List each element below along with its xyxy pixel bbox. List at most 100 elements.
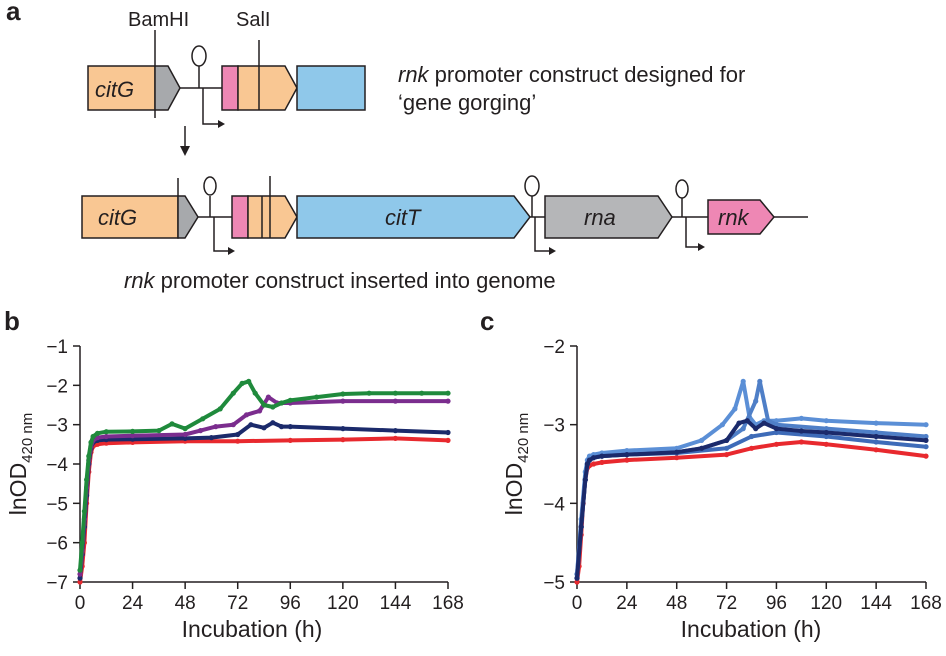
series-b-2 [77,394,451,577]
data-point-b-1 [77,575,83,581]
rnk-gene [707,199,775,235]
data-point-c-0 [748,445,755,451]
y-tick-label-b: −4 [46,455,68,476]
promoter-arrowhead-top [218,120,225,128]
data-point-b-3 [94,430,101,436]
panel-c-chart: c −5 −4 −3 −2 0 24 48 72 96 120 144 168 Incubation (… [480,306,942,642]
y-tick-label-b: −1 [46,337,68,358]
data-point-b-2 [257,408,263,414]
x-axis-label-c: Incubation (h) [681,616,822,642]
data-point-c-1 [740,378,746,384]
x-tick-label-c: 96 [766,593,787,614]
promoter-arrow-icon-bottom-1 [213,217,228,252]
data-point-b-2 [243,412,250,418]
data-point-c-2 [757,378,763,384]
data-point-c-4 [624,452,630,458]
citg-label-top: citG [95,77,134,102]
data-point-c-4 [582,477,588,483]
x-tick-label-b: 144 [380,593,412,614]
data-point-c-4 [923,437,929,443]
data-point-c-1 [923,422,929,428]
data-point-b-3 [103,429,109,435]
data-point-b-2 [445,398,451,404]
x-tick-label-b: 48 [175,593,196,614]
rna-label: rna [584,205,616,230]
panel-letter-c: c [480,306,494,336]
data-point-c-4 [674,449,680,455]
data-point-b-3 [270,404,276,410]
data-point-c-0 [773,441,780,447]
data-point-c-1 [699,437,705,443]
data-point-b-1 [182,435,188,441]
data-point-c-1 [624,448,630,454]
series-line-b-2 [78,395,450,577]
rna-gene [544,195,673,239]
data-point-c-4 [599,453,605,459]
data-point-c-2 [873,429,879,436]
series-line-c-0 [575,440,928,584]
data-point-c-2 [923,433,929,440]
terminator-icon-top [191,45,207,67]
x-tick-label-c: 120 [810,593,842,614]
data-point-b-3 [217,406,223,412]
bottom-construct: citG citT rna [81,175,808,293]
data-point-b-2 [130,433,136,439]
data-point-c-2 [740,426,746,432]
citt-label: citT [385,205,422,230]
data-point-b-3 [81,508,87,514]
data-point-b-2 [182,431,188,438]
data-point-b-1 [208,435,214,441]
data-point-b-3 [278,400,285,406]
data-point-b-0 [103,440,109,446]
y-tick-label-b: −7 [46,573,68,594]
data-point-c-0 [674,455,680,461]
x-tick-label-b: 168 [432,593,464,614]
y-tick-label-b: −6 [46,534,68,555]
data-point-b-3 [340,391,346,397]
data-point-c-4 [753,426,759,432]
x-tick-label-b: 24 [122,593,144,614]
rnk-fragment-bottom [231,195,249,239]
data-point-b-2 [265,394,271,400]
data-point-c-3 [773,429,780,436]
y-tick-label-c: −3 [543,416,565,437]
panel-a: a BamHI SalI citG rnk promoter construct… [6,0,808,293]
data-point-c-0 [624,457,630,463]
data-point-b-1 [278,424,285,430]
data-point-b-2 [340,398,346,404]
sali-label: SalI [236,9,270,31]
data-point-c-1 [719,422,726,428]
data-point-c-1 [798,415,805,421]
data-point-b-0 [287,437,293,443]
promoter-arrow-icon-top [202,88,218,125]
data-point-c-0 [574,579,580,585]
data-point-c-2 [753,398,759,404]
bamhi-label: BamHI [128,9,189,31]
data-point-b-3 [419,390,425,396]
data-point-c-3 [748,433,755,440]
data-point-b-3 [445,390,451,396]
x-tick-label-b: 96 [280,593,301,614]
data-point-c-4 [744,418,750,424]
y-axis-label-c: lnOD420 nm [501,413,532,515]
data-point-c-4 [773,426,780,432]
series-b-0 [77,435,451,585]
citg-gene-bottom [81,195,179,239]
data-point-c-0 [923,453,929,459]
data-point-c-1 [873,420,879,426]
terminator-icon-bottom-1 [203,176,217,196]
data-point-b-3 [392,390,398,396]
data-point-b-3 [84,477,90,483]
series-c-2 [574,378,929,577]
data-point-b-3 [287,397,293,403]
data-point-c-3 [724,445,730,451]
data-point-c-4 [736,420,742,426]
x-tick-label-c: 48 [666,593,687,614]
data-point-b-3 [156,428,162,434]
y-tick-label-c: −5 [543,573,565,594]
grey-fragment-bottom [177,195,199,239]
data-point-b-3 [130,428,136,434]
data-point-b-1 [248,422,254,428]
data-point-c-4 [761,420,767,426]
